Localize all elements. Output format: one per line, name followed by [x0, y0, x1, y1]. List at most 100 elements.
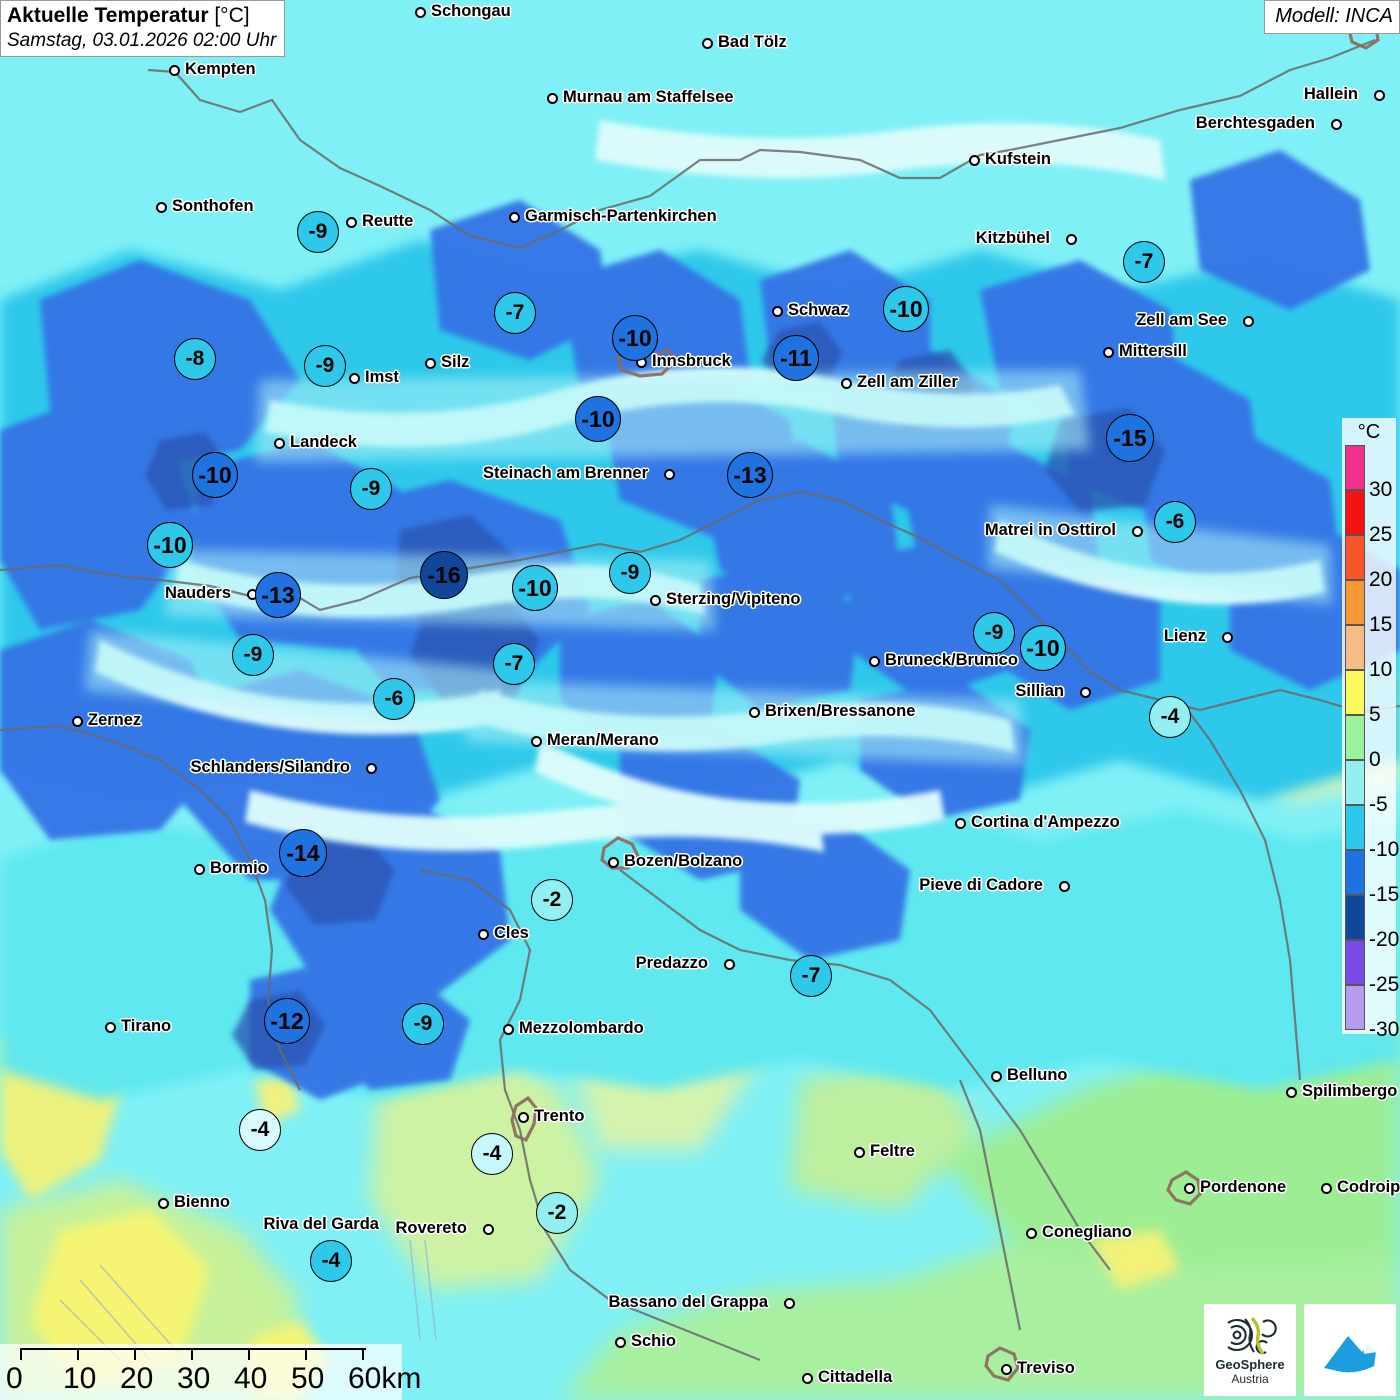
title-unit: [°C] [214, 4, 250, 27]
city-dot-icon [802, 1373, 813, 1384]
legend-unit-label: °C [1357, 421, 1381, 443]
scale-tick [362, 1348, 364, 1360]
temperature-station-bubble[interactable]: -9 [297, 211, 339, 253]
scale-tick [77, 1348, 79, 1360]
scale-tick-label: 50 [291, 1362, 325, 1395]
temperature-station-bubble[interactable]: -9 [304, 345, 346, 387]
city-dot-icon [854, 1147, 865, 1158]
city-dot-icon [650, 595, 661, 606]
city-label: Zell am Ziller [857, 373, 958, 391]
city-label: Nauders [164, 584, 231, 602]
city-dot-icon [1243, 316, 1254, 327]
city-label: Bienno [174, 1193, 230, 1211]
temperature-station-bubble[interactable]: -9 [232, 634, 274, 676]
city-dot-icon [346, 217, 357, 228]
legend-tick-label: 15 [1369, 613, 1393, 636]
legend-tick-label: -15 [1369, 883, 1400, 906]
city-dot-icon [105, 1022, 116, 1033]
city-dot-icon [478, 929, 489, 940]
city-dot-icon [425, 358, 436, 369]
temperature-station-bubble[interactable]: -10 [512, 565, 558, 611]
temperature-station-bubble[interactable]: -7 [493, 643, 535, 685]
legend-swatch: 5 [1345, 670, 1381, 726]
legend-tick-label: 30 [1369, 478, 1393, 501]
temperature-station-bubble[interactable]: -10 [575, 396, 621, 442]
city-dot-icon [274, 438, 285, 449]
legend-tick-label: -5 [1369, 793, 1388, 816]
temperature-station-bubble[interactable]: -10 [192, 452, 238, 498]
city-label: Imst [365, 368, 399, 386]
temperature-station-bubble[interactable]: -7 [790, 955, 832, 997]
temperature-station-bubble[interactable]: -10 [147, 522, 193, 568]
city-label: Treviso [1017, 1359, 1075, 1377]
scale-tick [305, 1348, 307, 1360]
city-dot-icon [518, 1112, 529, 1123]
city-dot-icon [1059, 881, 1070, 892]
city-dot-icon [1080, 687, 1091, 698]
city-label: Riva del Garda [263, 1215, 379, 1233]
logo-group: GeoSphere Austria [1204, 1304, 1396, 1396]
city-label: Feltre [870, 1142, 915, 1160]
city-label: Sterzing/Vipiteno [666, 590, 801, 608]
city-dot-icon [749, 707, 760, 718]
city-dot-icon [702, 38, 713, 49]
city-dot-icon [955, 818, 966, 829]
temperature-station-bubble[interactable]: -10 [883, 286, 929, 332]
temperature-station-bubble[interactable]: -4 [310, 1240, 352, 1282]
scale-tick [134, 1348, 136, 1360]
temperature-station-bubble[interactable]: -9 [609, 552, 651, 594]
city-label: Zernez [88, 711, 142, 729]
city-label: Innsbruck [652, 352, 731, 370]
city-dot-icon [772, 306, 783, 317]
temperature-station-bubble[interactable]: -9 [402, 1003, 444, 1045]
temperature-station-bubble[interactable]: -4 [1149, 696, 1191, 738]
temperature-station-bubble[interactable]: -4 [471, 1133, 513, 1175]
temperature-station-bubble[interactable]: -15 [1106, 414, 1154, 462]
color-legend: °C 30 25 20 15 10 5 0 -5 -10 -15 -20 -25 -30 [1342, 418, 1400, 1041]
temperature-station-bubble[interactable]: -7 [1123, 241, 1165, 283]
city-label: Schlanders/Silandro [190, 758, 350, 776]
legend-swatch: 0 [1345, 715, 1381, 771]
city-dot-icon [1132, 526, 1143, 537]
city-label: Kempten [185, 60, 256, 78]
legend-tick-label: 5 [1369, 703, 1381, 726]
scale-tick-label: 10 [63, 1362, 97, 1395]
city-label: Pordenone [1200, 1178, 1287, 1196]
temperature-station-bubble[interactable]: -10 [1020, 625, 1066, 671]
legend-tick-label: 10 [1369, 658, 1393, 681]
city-dot-icon [991, 1071, 1002, 1082]
temperature-station-bubble[interactable]: -10 [612, 315, 658, 361]
city-label: Schio [631, 1332, 676, 1350]
temperature-station-bubble[interactable]: -9 [350, 468, 392, 510]
city-label: Codroipo [1337, 1178, 1400, 1196]
temperature-station-bubble[interactable]: -2 [536, 1192, 578, 1234]
temperature-station-bubble[interactable]: -14 [279, 829, 327, 877]
geosphere-logo: GeoSphere Austria [1204, 1304, 1296, 1396]
city-dot-icon [969, 155, 980, 166]
temperature-station-bubble[interactable]: -9 [973, 612, 1015, 654]
temperature-station-bubble[interactable]: -2 [531, 879, 573, 921]
scale-tick [191, 1348, 193, 1360]
temperature-station-bubble[interactable]: -13 [727, 452, 773, 498]
mountain-arrow-icon [1324, 1336, 1379, 1373]
temperature-station-bubble[interactable]: -11 [773, 335, 819, 381]
city-label: Conegliano [1042, 1223, 1132, 1241]
city-label: Matrei in Osttirol [984, 521, 1116, 539]
temperature-station-bubble[interactable]: -12 [264, 998, 310, 1044]
temperature-station-bubble[interactable]: -16 [420, 551, 468, 599]
city-dot-icon [366, 763, 377, 774]
temperature-station-bubble[interactable]: -6 [373, 678, 415, 720]
city-dot-icon [841, 378, 852, 389]
scale-bar: 0 10 20 30 40 50 60km [0, 1344, 421, 1400]
temperature-station-bubble[interactable]: -13 [255, 572, 301, 618]
temperature-station-bubble[interactable]: -4 [239, 1109, 281, 1151]
city-dot-icon [664, 469, 675, 480]
valid-datetime: Samstag, 03.01.2026 02:00 Uhr [7, 29, 277, 51]
scale-tick-label: 30 [177, 1362, 211, 1395]
temperature-station-bubble[interactable]: -8 [174, 338, 216, 380]
model-label-box: Modell: INCA [1264, 0, 1400, 35]
city-label: Cortina d'Ampezzo [971, 813, 1120, 831]
city-label: Lienz [1163, 627, 1206, 645]
temperature-station-bubble[interactable]: -6 [1154, 501, 1196, 543]
temperature-station-bubble[interactable]: -7 [494, 292, 536, 334]
